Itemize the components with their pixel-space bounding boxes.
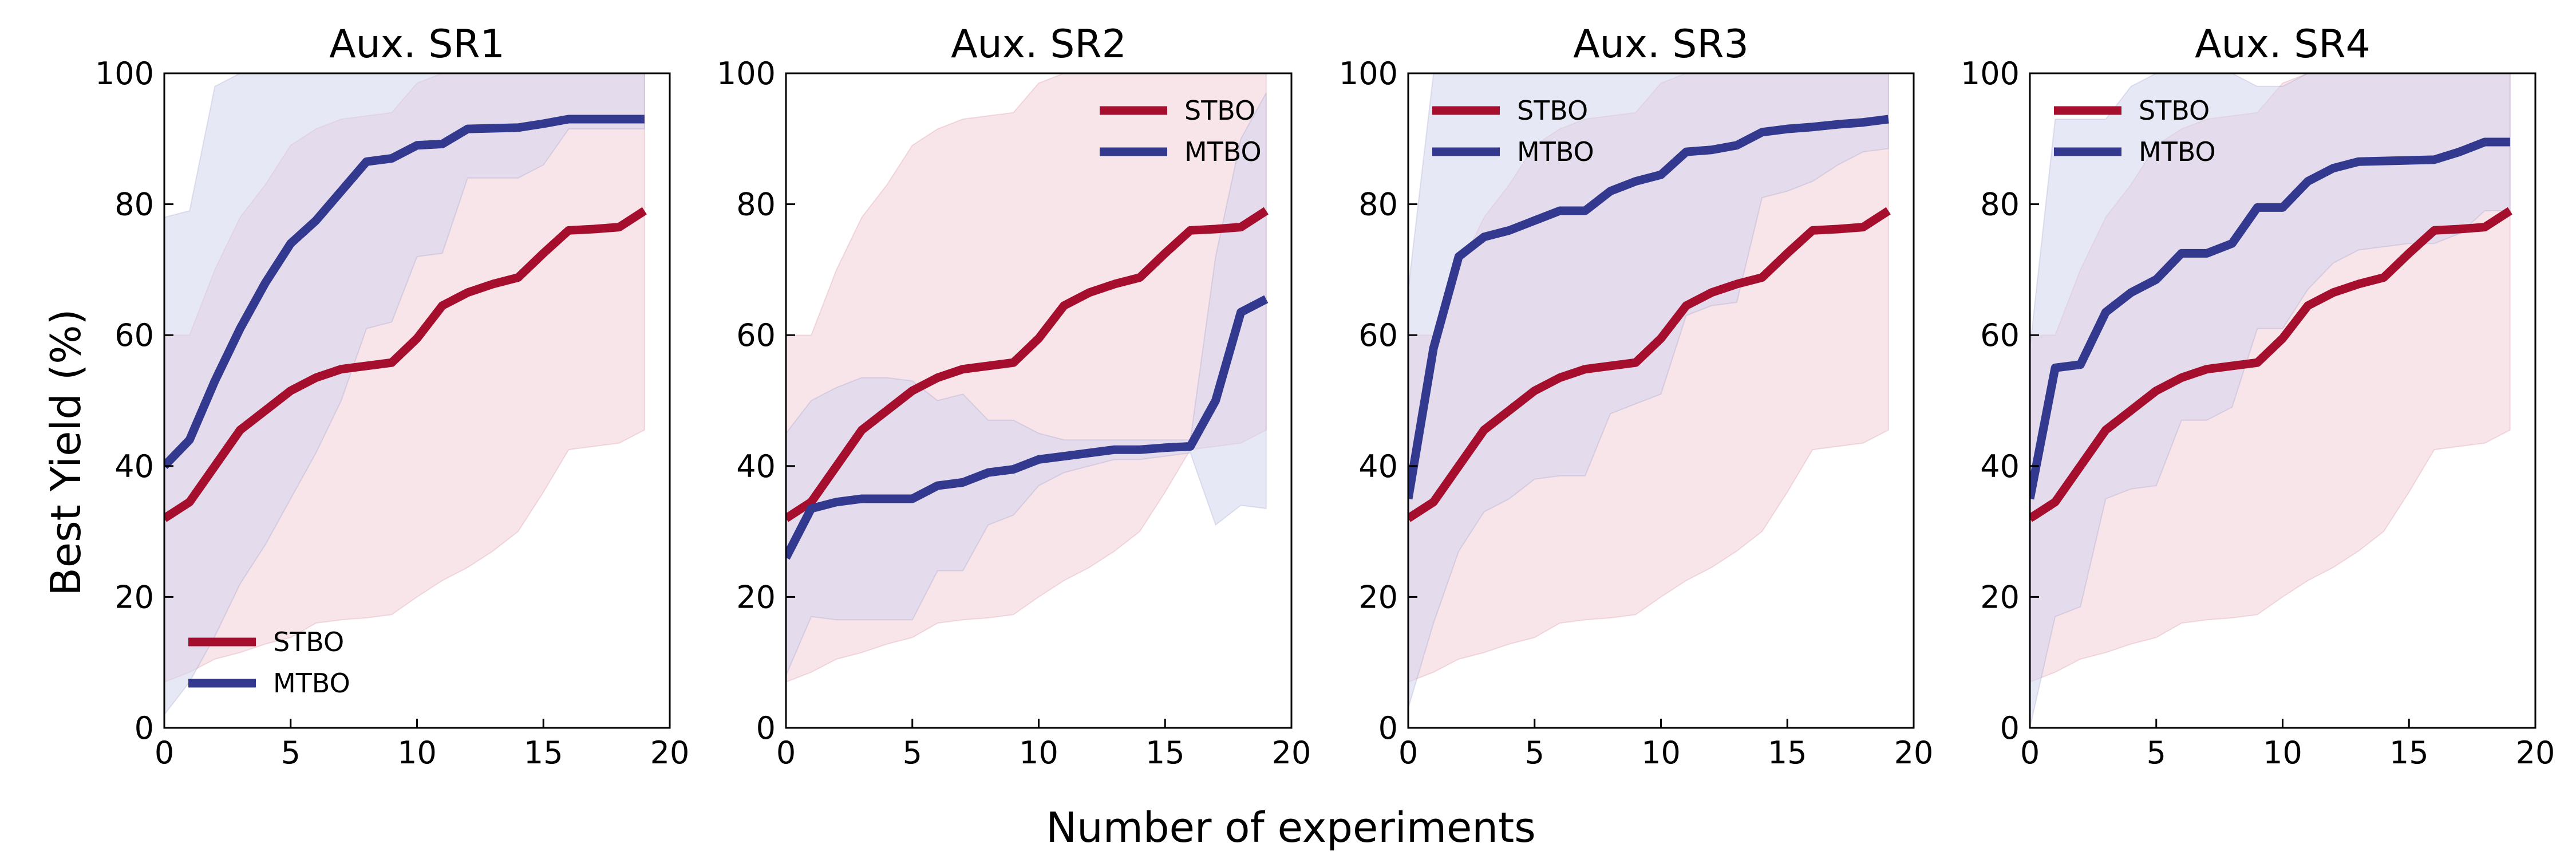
- y-tick-label: 60: [1358, 317, 1398, 353]
- line-mtbo: [2030, 137, 2510, 500]
- x-tick-label: 0: [776, 735, 796, 771]
- x-tick-label: 10: [1019, 735, 1058, 771]
- chart-title: Aux. SR2: [951, 22, 1127, 67]
- legend-label-stbo: STBO: [1517, 95, 1588, 126]
- x-tick-label: 15: [524, 735, 563, 771]
- y-tick-label: 100: [1961, 56, 2020, 92]
- y-tick-label: 60: [114, 317, 154, 353]
- y-tick-label: 60: [736, 317, 776, 353]
- chart-title: Aux. SR4: [2195, 22, 2370, 67]
- x-tick-label: 5: [903, 735, 922, 771]
- legend-label-mtbo: MTBO: [273, 668, 350, 699]
- y-tick-label: 80: [736, 187, 776, 223]
- y-tick-label: 0: [135, 710, 154, 746]
- y-tick-label: 80: [1980, 187, 2020, 223]
- plot-area: [2030, 73, 2512, 728]
- y-tick-label: 0: [1378, 710, 1398, 746]
- legend-label-stbo: STBO: [273, 626, 344, 657]
- x-tick-label: 20: [1894, 735, 1934, 771]
- y-tick-label: 40: [736, 448, 776, 484]
- y-tick-label: 100: [717, 56, 776, 92]
- line-mtbo: [164, 115, 645, 470]
- x-tick-label: 15: [2389, 735, 2429, 771]
- x-tick-label: 10: [1641, 735, 1681, 771]
- legend: STBO MTBO: [2054, 95, 2216, 167]
- x-tick-label: 5: [1525, 735, 1544, 771]
- x-tick-label: 20: [650, 735, 690, 771]
- y-tick-label: 40: [1358, 448, 1398, 484]
- y-tick-label: 0: [756, 710, 776, 746]
- line-mtbo: [1408, 115, 1889, 500]
- x-tick-label: 20: [1272, 735, 1311, 771]
- x-tick-label: 5: [2147, 735, 2166, 771]
- y-axis-label: Best Yield (%): [42, 309, 90, 596]
- y-tick-label: 40: [114, 448, 154, 484]
- legend-label-mtbo: MTBO: [1517, 136, 1594, 167]
- line-stbo: [786, 207, 1269, 522]
- y-tick-label: 20: [1980, 579, 2020, 615]
- y-tick-label: 20: [1358, 579, 1398, 615]
- x-tick-label: 0: [1398, 735, 1418, 771]
- legend-label-mtbo: MTBO: [1184, 136, 1262, 167]
- legend-label-mtbo: MTBO: [2139, 136, 2216, 167]
- y-tick-label: 20: [114, 579, 154, 615]
- line-mtbo: [786, 295, 1269, 560]
- chart-panel-3: 0 5 10 15 20 0 20 40 60 80 100 Aux. SR3 STBO MTBO: [1339, 22, 1933, 771]
- chart-panel-1: 0 5 10 15 20 0 20 40 60 80 100 Aux. SR1 STBO MTBO: [95, 22, 689, 771]
- x-tick-label: 0: [155, 735, 174, 771]
- band-mtbo: [164, 73, 645, 716]
- y-tick-label: 100: [95, 56, 154, 92]
- y-tick-label: 80: [1358, 187, 1398, 223]
- y-tick-label: 20: [736, 579, 776, 615]
- plot-area: [786, 73, 1269, 683]
- legend: STBO MTBO: [1100, 95, 1262, 167]
- x-tick-label: 10: [2263, 735, 2302, 771]
- x-tick-label: 10: [397, 735, 437, 771]
- y-tick-label: 40: [1980, 448, 2020, 484]
- band-mtbo: [786, 92, 1267, 676]
- chart-panel-2: 0 5 10 15 20 0 20 40 60 80 100 Aux. SR2 STBO MTBO: [717, 22, 1311, 771]
- y-tick-label: 100: [1339, 56, 1398, 92]
- chart-title: Aux. SR3: [1573, 22, 1749, 67]
- plot-area: [164, 73, 647, 716]
- x-tick-label: 20: [2516, 735, 2555, 771]
- chart-panel-4: 0 5 10 15 20 0 20 40 60 80 100 Aux. SR4 STBO MTBO: [1961, 22, 2555, 771]
- legend: STBO MTBO: [1432, 95, 1594, 167]
- legend-label-stbo: STBO: [2139, 95, 2210, 126]
- legend: STBO MTBO: [188, 626, 350, 699]
- legend-label-stbo: STBO: [1184, 95, 1255, 126]
- x-tick-label: 15: [1768, 735, 1807, 771]
- line-stbo: [164, 207, 647, 522]
- x-axis-label: Number of experiments: [1046, 803, 1535, 852]
- y-tick-label: 60: [1980, 317, 2020, 353]
- plot-area: [1408, 73, 1891, 708]
- line-stbo: [1408, 207, 1891, 522]
- y-tick-label: 80: [114, 187, 154, 223]
- x-tick-label: 15: [1145, 735, 1185, 771]
- band-mtbo: [1408, 73, 1889, 708]
- chart-title: Aux. SR1: [329, 22, 505, 67]
- y-tick-label: 0: [2000, 710, 2020, 746]
- x-tick-label: 0: [2020, 735, 2040, 771]
- line-stbo: [2030, 207, 2512, 522]
- x-tick-label: 5: [281, 735, 301, 771]
